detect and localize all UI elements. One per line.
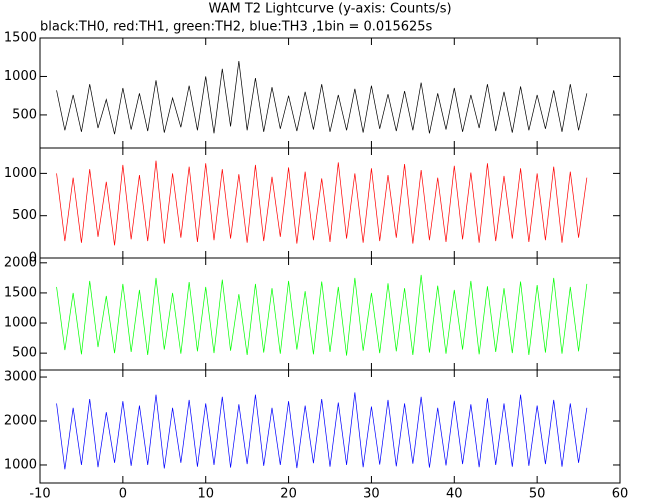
y-tick-label: 1500 <box>4 31 37 46</box>
chart-subtitle: black:TH0, red:TH1, green:TH2, blue:TH3 … <box>40 20 433 35</box>
x-tick-label: 60 <box>612 487 629 502</box>
x-tick-label: 0 <box>119 487 127 502</box>
panel-frame <box>39 369 621 484</box>
panel-frame <box>39 257 621 371</box>
x-tick-label: 30 <box>363 487 380 502</box>
y-tick-label: 1500 <box>4 285 37 300</box>
y-tick-label: 1000 <box>4 166 37 181</box>
y-tick-label: 1000 <box>4 457 37 472</box>
x-tick-label: -10 <box>29 487 50 502</box>
x-tick-label: 40 <box>446 487 463 502</box>
y-tick-label: 500 <box>12 107 37 122</box>
y-tick-label: 0 <box>29 251 37 266</box>
data-line <box>56 392 588 470</box>
y-tick-label: 2000 <box>4 414 37 429</box>
y-tick-label: 500 <box>12 346 37 361</box>
y-tick-label: 1000 <box>4 316 37 331</box>
x-tick-label: 10 <box>197 487 214 502</box>
data-line <box>56 274 588 356</box>
data-line <box>56 61 588 135</box>
x-tick-label: 20 <box>280 487 297 502</box>
x-tick-label: 50 <box>529 487 546 502</box>
y-tick-label: 500 <box>12 208 37 223</box>
chart-title: WAM T2 Lightcurve (y-axis: Counts/s) <box>208 2 451 17</box>
y-tick-label: 1000 <box>4 69 37 84</box>
data-line <box>56 160 588 246</box>
y-tick-label: 3000 <box>4 370 37 385</box>
y-tick-label: 2000 <box>4 255 37 270</box>
